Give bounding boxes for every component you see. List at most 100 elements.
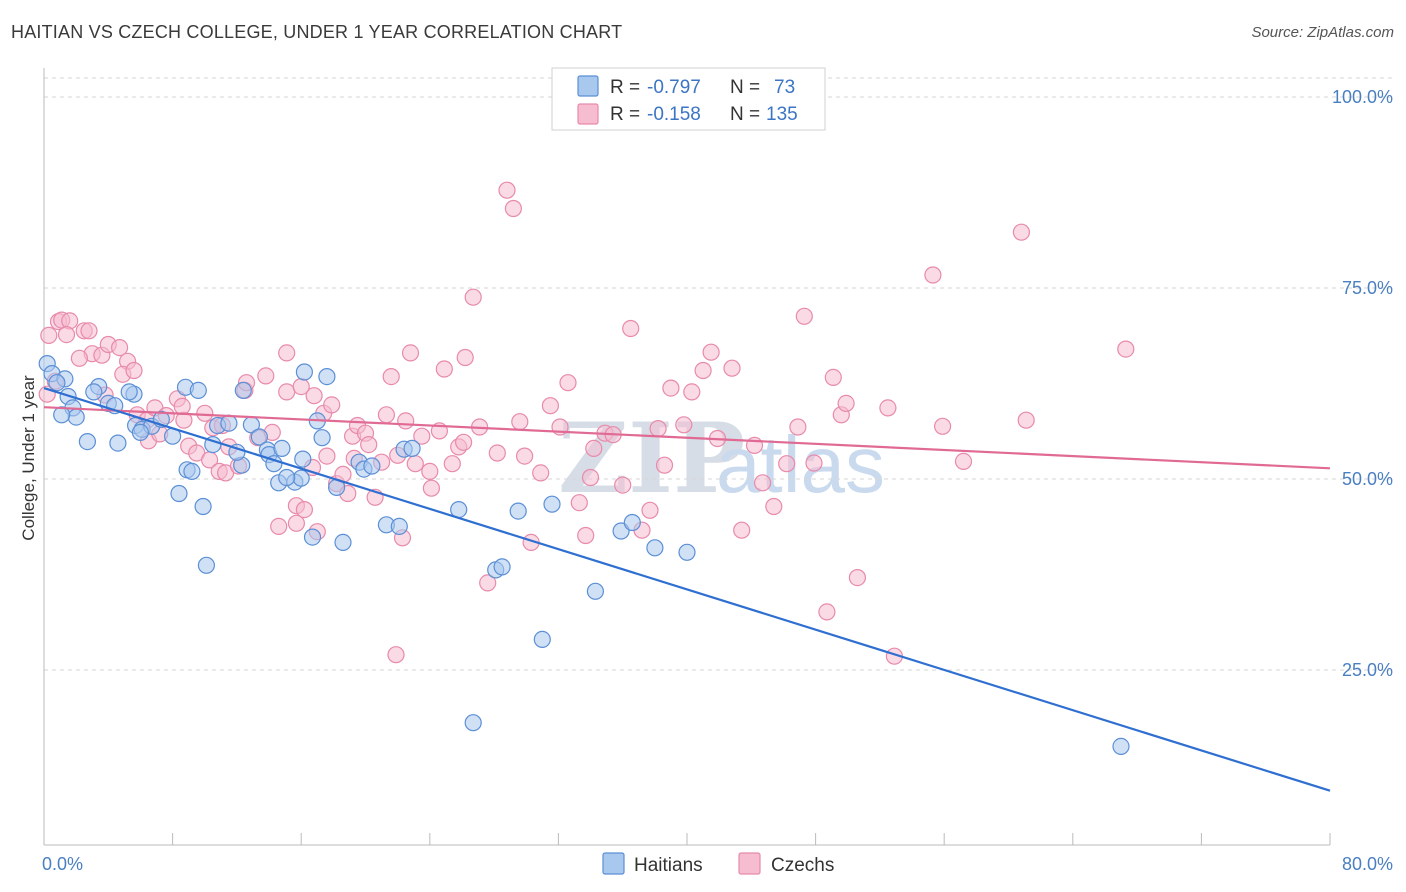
haitians-point	[183, 462, 201, 480]
legend-haitians-n-label: N =	[730, 77, 760, 98]
czechs-point	[614, 476, 632, 494]
czechs-point	[401, 344, 420, 362]
czechs-point	[323, 396, 341, 414]
czechs-point	[723, 359, 741, 377]
czechs-point	[622, 319, 640, 338]
czechs-point	[789, 418, 807, 436]
haitians-point	[120, 383, 138, 401]
czechs-point	[541, 397, 560, 415]
bottom-legend-czechs: Czechs	[771, 855, 834, 876]
czechs-point	[641, 501, 659, 519]
haitians-point	[646, 539, 664, 557]
haitians-point	[220, 414, 238, 432]
haitians-point	[586, 582, 605, 600]
haitians-point	[78, 433, 97, 451]
czechs-point	[733, 521, 751, 539]
czechs-point	[125, 361, 143, 380]
legend-haitians-r-value: -0.797	[647, 77, 701, 98]
haitians-point	[250, 428, 268, 446]
y-tick-label: 25.0%	[1342, 660, 1393, 680]
haitians-point	[509, 502, 527, 520]
legend-haitians-n-value: 73	[774, 77, 795, 98]
x-tick-label-max: 80.0%	[1342, 854, 1393, 874]
czechs-point	[110, 339, 129, 357]
czechs-point	[778, 455, 796, 473]
chart-title: HAITIAN VS CZECH COLLEGE, UNDER 1 YEAR C…	[11, 22, 623, 42]
czechs-point	[257, 367, 275, 385]
source-label: Source: ZipAtlas.com	[1251, 24, 1394, 41]
czechs-point	[649, 420, 667, 438]
bottom-legend-haitians: Haitians	[634, 855, 703, 876]
czechs-point	[318, 447, 336, 465]
haitians-point	[334, 533, 352, 552]
legend-swatch-haitians	[577, 75, 599, 97]
haitians-point	[197, 556, 215, 574]
czechs-point	[295, 501, 313, 519]
czechs-point	[196, 404, 214, 422]
czechs-point	[278, 344, 296, 362]
czechs-point	[805, 454, 823, 472]
haitians-point	[189, 381, 207, 399]
czechs-point	[511, 413, 529, 431]
x-ticks	[43, 833, 1331, 845]
haitians-point	[273, 439, 291, 457]
czechs-point	[954, 452, 973, 470]
czechs-point	[360, 436, 378, 454]
haitians-point	[390, 517, 408, 536]
czechs-point	[848, 568, 867, 587]
haitians-point	[48, 374, 66, 392]
y-tick-label: 100.0%	[1332, 87, 1393, 107]
haitians-point	[294, 450, 312, 468]
czechs-point	[382, 368, 400, 386]
haitians-point	[678, 543, 696, 561]
czechs-point	[435, 360, 453, 378]
legend-haitians-r-label: R =	[610, 77, 640, 98]
czechs-point	[1117, 340, 1135, 358]
haitians-point	[1112, 737, 1130, 756]
czechs-point	[80, 322, 98, 340]
czechs-point	[662, 379, 680, 397]
czechs-point	[515, 447, 534, 465]
czechs-point	[824, 368, 842, 386]
czechs-trend-line	[43, 406, 1331, 470]
czechs-point	[70, 349, 89, 367]
legend-czechs-n-value: 135	[766, 104, 798, 125]
czechs-point	[397, 412, 415, 430]
czechs-point	[305, 387, 323, 405]
czechs-point	[753, 474, 772, 492]
czechs-point	[377, 406, 395, 424]
haitians-point	[295, 363, 313, 381]
bottom-legend-swatch-haitians	[602, 852, 625, 875]
czechs-point	[570, 494, 588, 512]
czechs-point	[837, 394, 855, 412]
czechs-point	[40, 326, 58, 344]
haitians-point	[318, 368, 336, 386]
haitians-point	[234, 381, 252, 399]
haitians-point	[53, 406, 71, 424]
czechs-point	[422, 479, 440, 497]
grid-lines	[44, 77, 1394, 671]
czechs-point	[1017, 411, 1035, 429]
haitians-point	[303, 528, 322, 546]
czechs-point	[581, 468, 600, 487]
haitians-point	[85, 383, 103, 401]
czechs-point	[387, 646, 405, 664]
czechs-point	[933, 417, 952, 435]
czechs-point	[455, 433, 473, 451]
czechs-point	[504, 199, 523, 218]
haitians-point	[67, 408, 85, 426]
y-tick-label: 75.0%	[1342, 278, 1393, 298]
haitians-point	[109, 434, 127, 452]
haitians-point	[131, 423, 149, 441]
czechs-point	[464, 288, 482, 306]
legend-czechs-r-label: R =	[610, 104, 640, 125]
czechs-point	[675, 416, 693, 434]
czechs-point	[818, 603, 836, 621]
czechs-point	[413, 427, 431, 445]
czechs-point	[287, 514, 305, 532]
czechs-point	[479, 574, 497, 592]
haitians-point	[194, 497, 212, 516]
czechs-point	[702, 343, 720, 361]
haitians-point	[493, 558, 511, 576]
